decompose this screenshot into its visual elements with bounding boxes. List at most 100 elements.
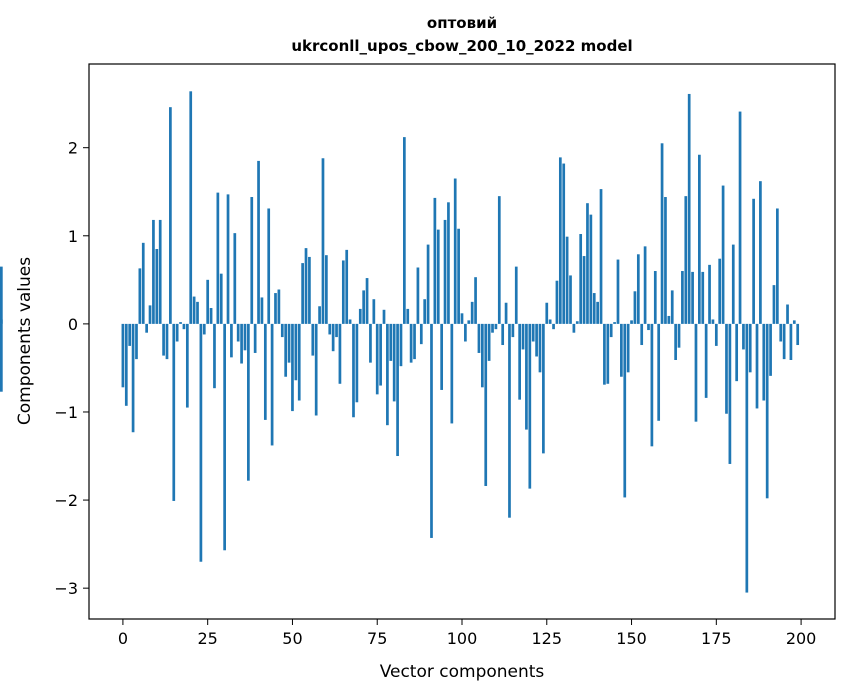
bar bbox=[504, 302, 508, 324]
bar bbox=[616, 259, 620, 324]
bar bbox=[358, 308, 362, 324]
bar bbox=[274, 293, 277, 324]
bar bbox=[338, 323, 342, 384]
bar bbox=[124, 323, 128, 406]
bar bbox=[260, 297, 264, 324]
bar bbox=[280, 323, 284, 338]
bar bbox=[453, 178, 457, 324]
bar bbox=[521, 323, 525, 350]
y-tick-label: 0 bbox=[68, 315, 78, 334]
bar bbox=[328, 323, 332, 335]
bar bbox=[233, 233, 237, 324]
bar bbox=[681, 271, 684, 324]
bar bbox=[606, 323, 610, 384]
bar bbox=[674, 323, 677, 360]
bar bbox=[284, 323, 288, 377]
bar bbox=[569, 275, 572, 324]
bar bbox=[403, 137, 406, 324]
x-axis-label: Vector components bbox=[380, 662, 545, 682]
bar bbox=[542, 323, 545, 454]
bar bbox=[742, 323, 745, 350]
bar bbox=[555, 280, 559, 324]
bar bbox=[480, 323, 484, 388]
bar bbox=[698, 154, 701, 324]
bar bbox=[643, 246, 647, 324]
bar bbox=[297, 323, 301, 401]
bar bbox=[433, 197, 437, 324]
bar bbox=[728, 323, 732, 464]
bar bbox=[413, 323, 416, 360]
bar bbox=[589, 214, 593, 324]
x-tick-label: 75 bbox=[367, 629, 387, 648]
bar bbox=[389, 323, 393, 361]
bar bbox=[352, 323, 355, 418]
bar bbox=[155, 249, 159, 324]
bar bbox=[399, 323, 403, 367]
bar bbox=[535, 323, 538, 357]
bar bbox=[192, 296, 196, 324]
bar bbox=[603, 323, 606, 385]
bar bbox=[487, 323, 491, 361]
bar bbox=[647, 323, 650, 331]
bar bbox=[467, 320, 471, 324]
bar bbox=[565, 236, 569, 324]
bar bbox=[236, 323, 240, 342]
bar bbox=[474, 277, 477, 324]
bar bbox=[331, 323, 335, 352]
bar bbox=[670, 290, 674, 324]
bar bbox=[779, 323, 783, 342]
bar bbox=[525, 323, 528, 430]
bar bbox=[341, 260, 345, 324]
bar bbox=[623, 323, 627, 498]
bar bbox=[243, 323, 247, 351]
bar bbox=[392, 323, 396, 402]
bar bbox=[691, 271, 694, 324]
bar bbox=[304, 248, 308, 324]
bar bbox=[684, 196, 688, 324]
bar bbox=[172, 323, 176, 501]
bar bbox=[558, 157, 562, 324]
bar bbox=[196, 301, 199, 324]
y-tick-label: 2 bbox=[68, 139, 78, 158]
x-tick-label: 0 bbox=[118, 629, 128, 648]
bar bbox=[287, 323, 291, 363]
bar bbox=[169, 107, 172, 324]
bar bbox=[786, 304, 789, 324]
bar bbox=[477, 323, 481, 353]
bar bbox=[735, 323, 739, 382]
bar bbox=[592, 293, 596, 324]
chart-title: оптовий bbox=[427, 14, 497, 32]
bar bbox=[308, 256, 311, 324]
bar bbox=[752, 198, 755, 324]
x-tick-label: 200 bbox=[786, 629, 817, 648]
bar bbox=[497, 196, 501, 324]
bar bbox=[185, 323, 189, 408]
bar bbox=[725, 323, 728, 414]
bar bbox=[348, 319, 352, 324]
bar bbox=[128, 323, 132, 346]
bar bbox=[704, 323, 708, 398]
bar bbox=[277, 289, 281, 324]
bar bbox=[528, 323, 532, 489]
x-tick-label: 150 bbox=[616, 629, 647, 648]
bar bbox=[430, 323, 433, 538]
bar bbox=[382, 309, 386, 324]
y-tick-label: −1 bbox=[54, 403, 78, 422]
bar bbox=[325, 255, 328, 324]
bar bbox=[731, 244, 735, 324]
bar bbox=[240, 323, 243, 364]
bar bbox=[379, 323, 382, 386]
bar bbox=[396, 323, 399, 457]
bar bbox=[721, 185, 725, 324]
bar bbox=[135, 323, 138, 360]
bar bbox=[372, 299, 376, 324]
bar bbox=[189, 91, 193, 324]
bar bbox=[562, 163, 566, 324]
bar bbox=[318, 306, 321, 324]
bar bbox=[216, 192, 220, 324]
bar bbox=[494, 323, 498, 330]
bar bbox=[440, 323, 444, 390]
bar bbox=[426, 244, 430, 324]
bar bbox=[250, 197, 254, 324]
bar bbox=[182, 323, 186, 330]
